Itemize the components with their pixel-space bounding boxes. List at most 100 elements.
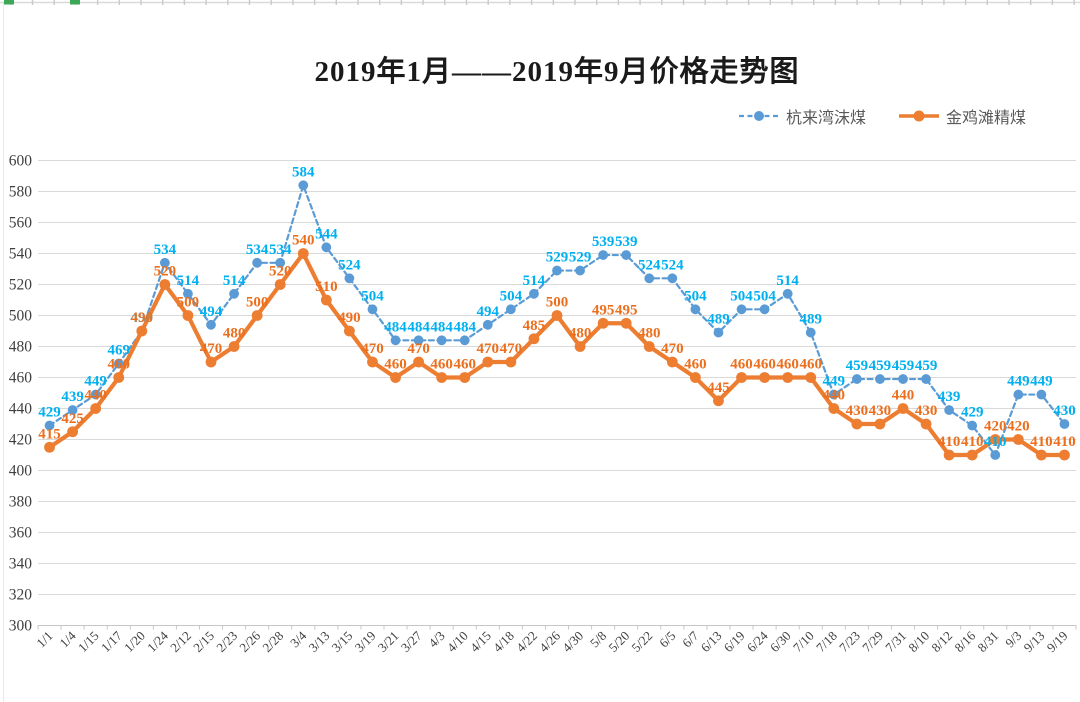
- data-point-marker[interactable]: [228, 341, 240, 352]
- data-point-marker[interactable]: [1036, 449, 1047, 461]
- data-label: 460: [753, 357, 776, 373]
- data-point-marker[interactable]: [113, 372, 125, 383]
- data-point-marker[interactable]: [436, 335, 447, 346]
- data-point-marker[interactable]: [875, 374, 885, 384]
- data-point-marker[interactable]: [505, 304, 516, 315]
- data-point-marker[interactable]: [251, 310, 263, 321]
- data-point-marker[interactable]: [90, 389, 101, 400]
- data-point-marker[interactable]: [67, 426, 78, 438]
- data-point-marker[interactable]: [920, 418, 932, 430]
- data-point-marker[interactable]: [1036, 389, 1047, 400]
- data-point-marker[interactable]: [459, 372, 471, 383]
- data-point-marker[interactable]: [805, 372, 817, 383]
- data-point-marker[interactable]: [459, 335, 470, 346]
- data-point-marker[interactable]: [229, 288, 239, 299]
- data-point-marker[interactable]: [898, 374, 908, 384]
- data-point-marker[interactable]: [136, 325, 148, 337]
- data-point-marker[interactable]: [183, 288, 193, 299]
- data-point-marker[interactable]: [851, 374, 862, 384]
- data-point-marker[interactable]: [921, 374, 931, 384]
- data-point-marker[interactable]: [274, 279, 286, 290]
- data-point-marker[interactable]: [205, 356, 217, 368]
- data-point-marker[interactable]: [482, 319, 493, 330]
- data-point-marker[interactable]: [528, 333, 540, 345]
- series-0-dashed[interactable]: [44, 180, 1070, 460]
- data-point-marker[interactable]: [805, 327, 816, 338]
- data-point-marker[interactable]: [620, 317, 632, 329]
- data-point-marker[interactable]: [159, 257, 170, 268]
- legend-item-series-1[interactable]: 金鸡滩精煤: [898, 104, 1026, 128]
- data-point-marker[interactable]: [667, 273, 678, 284]
- data-point-marker[interactable]: [552, 265, 562, 276]
- data-point-marker[interactable]: [1059, 449, 1070, 461]
- data-point-marker[interactable]: [713, 327, 724, 338]
- data-point-marker[interactable]: [597, 317, 609, 329]
- data-point-marker[interactable]: [736, 372, 747, 383]
- data-point-marker[interactable]: [851, 418, 863, 430]
- data-point-marker[interactable]: [989, 434, 1001, 445]
- data-point-marker[interactable]: [551, 310, 563, 321]
- data-point-marker[interactable]: [598, 250, 609, 260]
- data-point-marker[interactable]: [736, 304, 747, 315]
- data-point-marker[interactable]: [505, 356, 517, 368]
- data-point-marker[interactable]: [713, 395, 724, 407]
- data-point-marker[interactable]: [252, 257, 263, 268]
- data-point-marker[interactable]: [482, 356, 494, 368]
- data-point-marker[interactable]: [298, 180, 309, 191]
- data-point-marker[interactable]: [44, 441, 55, 453]
- data-point-marker[interactable]: [182, 310, 194, 321]
- data-point-marker[interactable]: [874, 418, 886, 430]
- data-label: 494: [477, 304, 500, 320]
- data-point-marker[interactable]: [782, 372, 794, 383]
- data-point-marker[interactable]: [413, 356, 424, 368]
- data-point-marker[interactable]: [413, 335, 424, 346]
- data-point-marker[interactable]: [390, 335, 401, 346]
- data-point-marker[interactable]: [897, 403, 909, 414]
- data-point-marker[interactable]: [113, 358, 124, 369]
- data-point-marker[interactable]: [367, 356, 378, 368]
- data-point-marker[interactable]: [436, 372, 448, 383]
- data-point-marker[interactable]: [344, 325, 355, 337]
- data-point-marker[interactable]: [321, 242, 332, 253]
- data-label: 440: [892, 388, 915, 404]
- data-point-marker[interactable]: [967, 420, 978, 431]
- data-point-marker[interactable]: [1013, 389, 1024, 400]
- legend-item-series-0[interactable]: 杭来湾沫煤: [738, 104, 866, 128]
- data-point-marker[interactable]: [944, 405, 955, 415]
- data-point-marker[interactable]: [159, 279, 171, 290]
- data-point-marker[interactable]: [320, 294, 332, 306]
- y-tick-label: 560: [9, 215, 33, 232]
- data-point-marker[interactable]: [367, 304, 378, 315]
- data-point-marker[interactable]: [690, 304, 701, 315]
- data-point-marker[interactable]: [643, 341, 655, 352]
- data-label: 484: [384, 319, 407, 335]
- data-point-marker[interactable]: [990, 450, 1001, 460]
- data-point-marker[interactable]: [90, 403, 102, 414]
- data-point-marker[interactable]: [759, 372, 770, 383]
- data-point-marker[interactable]: [621, 250, 632, 260]
- x-tick-label: 1/17: [98, 628, 125, 655]
- data-point-marker[interactable]: [666, 356, 678, 368]
- data-point-marker[interactable]: [644, 273, 655, 284]
- data-point-marker[interactable]: [344, 273, 355, 284]
- data-point-marker[interactable]: [206, 319, 216, 330]
- series-1-solid[interactable]: [44, 248, 1070, 461]
- data-point-marker[interactable]: [1012, 434, 1024, 445]
- data-point-marker[interactable]: [828, 403, 840, 414]
- data-point-marker[interactable]: [574, 341, 586, 352]
- data-point-marker[interactable]: [575, 265, 585, 276]
- data-point-marker[interactable]: [759, 304, 770, 315]
- data-point-marker[interactable]: [690, 372, 701, 383]
- data-point-marker[interactable]: [1059, 419, 1070, 429]
- data-point-marker[interactable]: [390, 372, 401, 383]
- data-point-marker[interactable]: [67, 405, 78, 415]
- data-point-marker[interactable]: [966, 449, 978, 461]
- data-point-marker[interactable]: [828, 389, 839, 400]
- data-point-marker[interactable]: [782, 288, 793, 299]
- data-point-marker[interactable]: [275, 257, 286, 268]
- data-point-marker[interactable]: [529, 288, 539, 299]
- data-point-marker[interactable]: [297, 248, 309, 259]
- data-point-marker[interactable]: [943, 449, 955, 461]
- data-point-marker[interactable]: [44, 420, 55, 431]
